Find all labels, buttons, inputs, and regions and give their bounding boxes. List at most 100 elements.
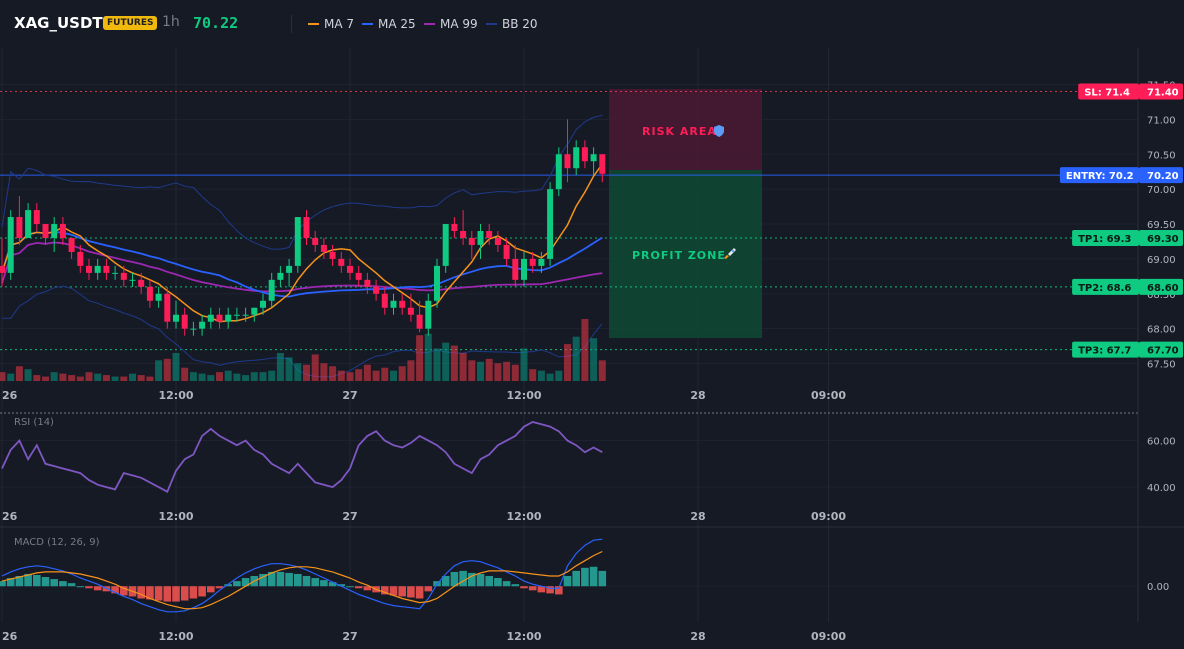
level-price-tag bbox=[1139, 278, 1183, 295]
volume-bar bbox=[390, 370, 397, 381]
candle-body bbox=[529, 258, 536, 266]
candle-body bbox=[329, 251, 336, 259]
macd-histogram-bar bbox=[494, 578, 502, 587]
macd-histogram-bar bbox=[215, 586, 224, 589]
price-tick-label: 69.00 bbox=[1147, 255, 1176, 266]
macd-histogram-bar bbox=[294, 573, 302, 587]
ma99-swatch bbox=[424, 22, 435, 25]
interval-selector[interactable]: 1h bbox=[162, 14, 180, 30]
volume-bar bbox=[303, 364, 310, 381]
candle-body bbox=[538, 258, 545, 266]
trading-chart[interactable]: RISK AREA PROFIT ZONE RSI (14) MACD (12,… bbox=[0, 48, 1184, 649]
candle-body bbox=[138, 279, 145, 287]
time-tick-label: 09:00 bbox=[811, 630, 846, 643]
candle-body bbox=[468, 237, 475, 245]
volume-bar bbox=[224, 370, 232, 381]
profit-zone-label: PROFIT ZONE bbox=[632, 249, 726, 262]
macd-panel: MACD (12, 26, 9) bbox=[0, 537, 607, 613]
macd-histogram-bar bbox=[555, 586, 563, 595]
candle-body bbox=[207, 314, 214, 322]
candle-body bbox=[33, 210, 40, 225]
macd-histogram-bar bbox=[424, 586, 433, 592]
volume-bar bbox=[572, 336, 580, 381]
volume-bar bbox=[259, 372, 267, 381]
futures-badge: FUTURES bbox=[103, 16, 158, 30]
candle-body bbox=[164, 293, 171, 322]
time-tick-label: 26 bbox=[2, 510, 18, 523]
legend-bb20[interactable]: BB 20 bbox=[486, 17, 538, 31]
bb-lower-band bbox=[2, 285, 603, 378]
macd-histogram-bar bbox=[93, 586, 102, 591]
risk-area-zone bbox=[609, 89, 762, 170]
ma7-swatch bbox=[308, 22, 319, 25]
volume-bar bbox=[276, 352, 284, 381]
time-tick-label: 28 bbox=[690, 510, 705, 523]
macd-histogram-bar bbox=[259, 573, 267, 587]
candle-body bbox=[294, 217, 301, 266]
candle-body bbox=[268, 279, 275, 301]
macd-histogram-bar bbox=[398, 586, 406, 597]
volume-bar bbox=[15, 366, 23, 381]
last-price: 70.22 bbox=[193, 14, 239, 32]
macd-histogram-bar bbox=[285, 572, 293, 587]
volume-bar bbox=[42, 376, 49, 381]
candle-body bbox=[547, 189, 554, 259]
legend-ma25[interactable]: MA 25 bbox=[362, 17, 416, 31]
legend-ma7-label: MA 7 bbox=[324, 17, 355, 31]
volume-bar bbox=[494, 363, 502, 381]
volume-bar bbox=[598, 360, 606, 381]
candle-body bbox=[260, 300, 266, 308]
candle-body bbox=[181, 314, 188, 329]
trade-zones: RISK AREA PROFIT ZONE bbox=[609, 89, 762, 338]
legend-ma99-label: MA 99 bbox=[440, 17, 478, 31]
volume-bar bbox=[285, 357, 293, 381]
price-tick-label: 68.50 bbox=[1147, 290, 1176, 301]
macd-histogram-bar bbox=[572, 570, 580, 587]
volume-bar bbox=[520, 348, 528, 381]
price-tick-label: 71.00 bbox=[1147, 115, 1176, 126]
candle-body bbox=[225, 314, 232, 322]
time-tick-label: 27 bbox=[342, 389, 357, 402]
volume-bars bbox=[0, 319, 606, 381]
volume-bar bbox=[85, 372, 93, 381]
volume-bar bbox=[294, 363, 302, 381]
profit-zone bbox=[609, 170, 762, 338]
volume-bar bbox=[337, 370, 345, 381]
candle-body bbox=[94, 265, 101, 273]
level-price-label: 70.20 bbox=[1147, 171, 1179, 182]
candle-body bbox=[320, 244, 327, 252]
macd-histogram-bar bbox=[459, 570, 467, 587]
candle-body bbox=[599, 154, 606, 174]
macd-histogram-bar bbox=[207, 586, 215, 593]
legend-ma7[interactable]: MA 7 bbox=[308, 17, 354, 31]
macd-histogram-bar bbox=[137, 586, 145, 599]
candle-body bbox=[0, 265, 5, 273]
legend-ma99[interactable]: MA 99 bbox=[424, 17, 478, 31]
candle-body bbox=[373, 286, 380, 294]
level-price-tag bbox=[1139, 83, 1183, 100]
macd-histogram-bar bbox=[24, 573, 32, 587]
bollinger-bands bbox=[1, 114, 603, 378]
candle-body bbox=[25, 210, 32, 238]
macd-histogram-bar bbox=[189, 586, 198, 599]
macd-histogram-bar bbox=[0, 581, 6, 587]
volume-bar bbox=[320, 363, 328, 381]
time-tick-label: 27 bbox=[342, 630, 357, 643]
volume-bar bbox=[242, 375, 250, 381]
macd-line bbox=[1, 538, 603, 613]
candle-body bbox=[390, 300, 397, 308]
volume-bar bbox=[407, 360, 415, 381]
candle-body bbox=[277, 272, 284, 280]
macd-histogram-bar bbox=[67, 583, 76, 587]
candle-body bbox=[451, 224, 458, 231]
volume-bar bbox=[24, 369, 32, 381]
volume-bar bbox=[433, 348, 441, 381]
candle-body bbox=[129, 279, 136, 281]
candle-body bbox=[68, 237, 75, 252]
price-tick-label: 70.00 bbox=[1147, 185, 1176, 196]
macd-histogram-bar bbox=[450, 571, 459, 587]
volume-bar bbox=[181, 367, 189, 381]
symbol-title[interactable]: XAG_USDT bbox=[14, 14, 103, 32]
macd-histogram-bar bbox=[154, 586, 163, 601]
volume-bar bbox=[0, 372, 6, 381]
